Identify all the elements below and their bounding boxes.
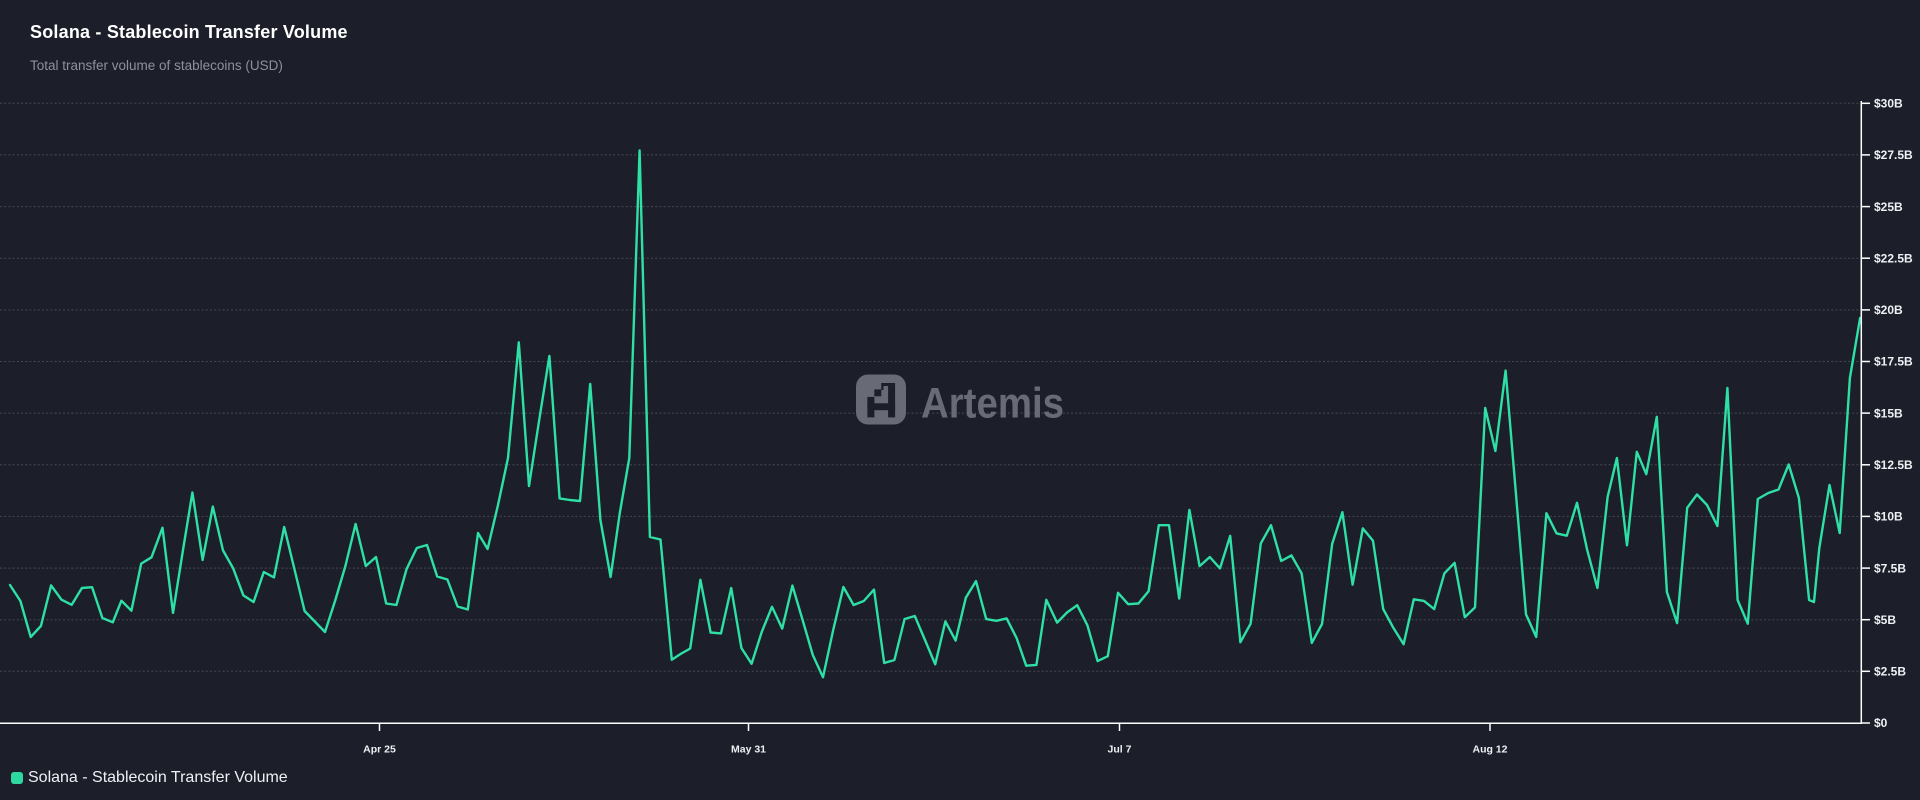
svg-text:$10B: $10B [1874, 510, 1903, 524]
svg-text:Jul 7: Jul 7 [1108, 744, 1132, 756]
svg-text:$17.5B: $17.5B [1874, 355, 1913, 369]
svg-text:$12.5B: $12.5B [1874, 458, 1913, 472]
svg-text:Apr 25: Apr 25 [363, 744, 396, 756]
svg-text:$20B: $20B [1874, 303, 1903, 317]
svg-text:Artemis: Artemis [921, 380, 1064, 428]
svg-text:Aug 12: Aug 12 [1472, 744, 1507, 756]
svg-text:$22.5B: $22.5B [1874, 251, 1913, 265]
svg-text:$0: $0 [1874, 716, 1888, 730]
svg-text:$5B: $5B [1874, 613, 1896, 627]
svg-text:$30B: $30B [1874, 97, 1903, 111]
svg-text:$25B: $25B [1874, 200, 1903, 214]
svg-text:$2.5B: $2.5B [1874, 665, 1906, 679]
svg-text:$15B: $15B [1874, 406, 1903, 420]
svg-text:May 31: May 31 [731, 744, 766, 756]
svg-text:$7.5B: $7.5B [1874, 561, 1906, 575]
svg-text:$27.5B: $27.5B [1874, 148, 1913, 162]
